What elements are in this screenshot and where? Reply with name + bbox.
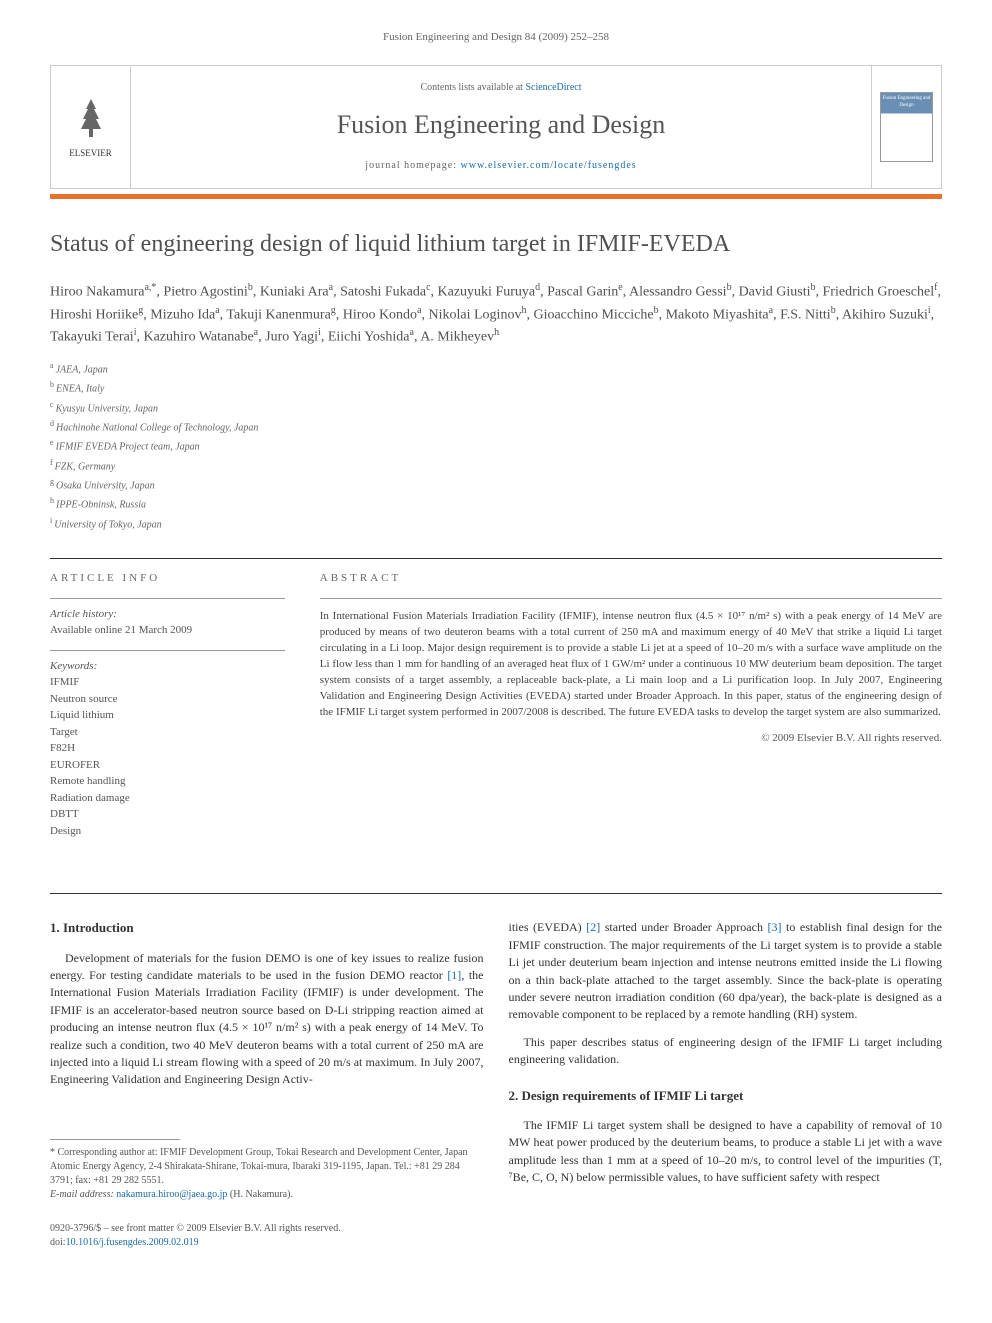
doi-label: doi: xyxy=(50,1237,66,1248)
journal-name: Fusion Engineering and Design xyxy=(141,107,861,143)
history-section: Article history: Available online 21 Mar… xyxy=(50,598,285,638)
footer-copyright: 0920-3796/$ – see front matter © 2009 El… xyxy=(50,1222,484,1236)
history-text: Available online 21 March 2009 xyxy=(50,623,285,638)
doi-line: doi:10.1016/j.fusengdes.2009.02.019 xyxy=(50,1236,484,1250)
homepage-line: journal homepage: www.elsevier.com/locat… xyxy=(141,159,861,173)
email-name: (H. Nakamura). xyxy=(227,1189,293,1200)
affiliations-list: aJAEA, JapanbENEA, ItalycKyusyu Universi… xyxy=(50,360,942,533)
sciencedirect-link[interactable]: ScienceDirect xyxy=(525,82,581,93)
elsevier-tree-icon xyxy=(66,94,116,144)
section-divider xyxy=(50,893,942,894)
footnote-divider xyxy=(50,1139,180,1140)
article-info-header: ARTICLE INFO xyxy=(50,571,285,586)
intro-para-2: ities (EVEDA) [2] started under Broader … xyxy=(509,919,943,1023)
history-label: Article history: xyxy=(50,607,285,622)
article-info-column: ARTICLE INFO Article history: Available … xyxy=(50,559,300,864)
contents-text: Contents lists available at xyxy=(420,82,525,93)
doi-link[interactable]: 10.1016/j.fusengdes.2009.02.019 xyxy=(66,1237,199,1248)
homepage-label: journal homepage: xyxy=(365,160,460,171)
article-title: Status of engineering design of liquid l… xyxy=(50,229,942,260)
keywords-section: Keywords: IFMIFNeutron sourceLiquid lith… xyxy=(50,650,285,839)
intro-para-1: Development of materials for the fusion … xyxy=(50,950,484,1089)
abstract-text: In International Fusion Materials Irradi… xyxy=(320,598,942,721)
email-footnote: E-mail address: nakamura.hiroo@jaea.go.j… xyxy=(50,1188,484,1202)
email-label: E-mail address: xyxy=(50,1189,116,1200)
left-column: 1. Introduction Development of materials… xyxy=(50,919,484,1249)
abstract-column: ABSTRACT In International Fusion Materia… xyxy=(300,559,942,864)
journal-cover: Fusion Engineering and Design xyxy=(871,66,941,187)
banner-center: Contents lists available at ScienceDirec… xyxy=(131,66,871,187)
header-citation: Fusion Engineering and Design 84 (2009) … xyxy=(383,31,609,43)
contents-line: Contents lists available at ScienceDirec… xyxy=(141,81,861,95)
keywords-list: IFMIFNeutron sourceLiquid lithiumTargetF… xyxy=(50,674,285,839)
page-header: Fusion Engineering and Design 84 (2009) … xyxy=(50,30,942,45)
elsevier-label: ELSEVIER xyxy=(69,147,112,160)
journal-banner: ELSEVIER Contents lists available at Sci… xyxy=(50,65,942,188)
authors-list: Hiroo Nakamuraa,*, Pietro Agostinib, Kun… xyxy=(50,280,942,348)
cover-title: Fusion Engineering and Design xyxy=(881,95,932,109)
info-abstract-row: ARTICLE INFO Article history: Available … xyxy=(50,558,942,864)
cover-thumbnail: Fusion Engineering and Design xyxy=(880,92,933,162)
email-link[interactable]: nakamura.hiroo@jaea.go.jp xyxy=(116,1189,227,1200)
footer-info: 0920-3796/$ – see front matter © 2009 El… xyxy=(50,1222,484,1250)
design-para-1: The IFMIF Li target system shall be desi… xyxy=(509,1117,943,1187)
abstract-copyright: © 2009 Elsevier B.V. All rights reserved… xyxy=(320,731,942,746)
homepage-link[interactable]: www.elsevier.com/locate/fusengdes xyxy=(461,160,637,171)
elsevier-logo: ELSEVIER xyxy=(51,66,131,187)
right-column: ities (EVEDA) [2] started under Broader … xyxy=(509,919,943,1249)
keywords-label: Keywords: xyxy=(50,659,285,674)
design-heading: 2. Design requirements of IFMIF Li targe… xyxy=(509,1087,943,1105)
abstract-header: ABSTRACT xyxy=(320,571,942,586)
body-columns: 1. Introduction Development of materials… xyxy=(50,919,942,1249)
intro-para-3: This paper describes status of engineeri… xyxy=(509,1034,943,1069)
footnote-text: * Corresponding author at: IFMIF Develop… xyxy=(50,1147,468,1186)
intro-heading: 1. Introduction xyxy=(50,919,484,937)
orange-divider xyxy=(50,194,942,199)
corresponding-footnote: * Corresponding author at: IFMIF Develop… xyxy=(50,1146,484,1188)
